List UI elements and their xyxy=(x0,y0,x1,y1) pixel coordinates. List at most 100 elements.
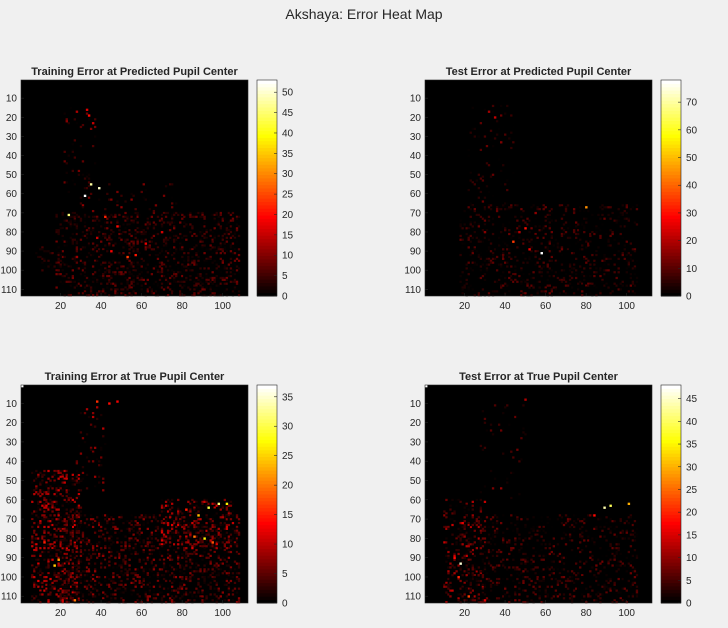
heat-cell xyxy=(77,525,81,529)
heat-cell xyxy=(114,282,117,285)
heat-cell xyxy=(85,473,89,476)
heat-cell xyxy=(164,566,168,569)
heat-cell xyxy=(106,282,109,285)
heat-cell xyxy=(229,545,233,548)
heat-cell xyxy=(102,473,105,476)
heat-cell xyxy=(166,498,170,502)
heat-cell xyxy=(112,221,115,224)
heat-cell xyxy=(83,537,87,540)
heat-cell xyxy=(475,250,478,253)
heat-cell xyxy=(467,273,470,276)
heat-cell xyxy=(473,183,476,186)
heat-cell xyxy=(98,248,101,251)
heat-cell xyxy=(61,473,64,476)
colorbar-swatch xyxy=(661,96,681,101)
heat-cell xyxy=(59,518,62,521)
heat-cell xyxy=(233,568,237,571)
heat-cell xyxy=(45,516,48,519)
heat-cell xyxy=(199,273,202,276)
heat-cell xyxy=(110,579,113,583)
heat-cell xyxy=(522,209,525,213)
heat-cell xyxy=(47,250,50,253)
heat-cell xyxy=(199,240,202,243)
heat-cell xyxy=(154,204,158,207)
heat-cell xyxy=(177,562,180,565)
heat-cell xyxy=(132,284,135,287)
heat-cell xyxy=(142,518,145,521)
heat-cell xyxy=(489,175,493,178)
heat-cell xyxy=(59,593,62,596)
heat-cell xyxy=(235,527,239,530)
heat-cell xyxy=(87,415,91,419)
heat-cell xyxy=(181,556,184,559)
heat-cell xyxy=(108,238,111,241)
heat-cell xyxy=(120,250,123,253)
heat-cell xyxy=(203,261,206,264)
heat-cell xyxy=(199,587,202,590)
heat-cell xyxy=(164,516,168,519)
heat-cell xyxy=(144,591,147,594)
heat-cell xyxy=(134,574,137,577)
heat-cell xyxy=(211,514,214,517)
heat-cell xyxy=(542,265,545,268)
heat-cell xyxy=(114,292,117,295)
heat-cell xyxy=(199,223,202,226)
heat-cell xyxy=(469,267,472,270)
heat-cell xyxy=(599,229,602,232)
heat-cell xyxy=(225,572,229,575)
heat-cell xyxy=(128,265,131,268)
heat-cell xyxy=(35,491,38,494)
heat-cell xyxy=(71,566,74,569)
heat-cell xyxy=(199,527,202,530)
heat-cell xyxy=(89,240,93,243)
heat-cell xyxy=(31,545,34,548)
heat-cell xyxy=(508,221,511,224)
heat-cell xyxy=(520,292,523,295)
heat-cell xyxy=(467,188,470,192)
heat-cell xyxy=(465,267,468,270)
heat-cell xyxy=(51,487,54,490)
heat-cell xyxy=(158,583,162,586)
heat-cell xyxy=(162,564,166,567)
heat-cell xyxy=(203,236,206,239)
heat-cell xyxy=(170,219,174,222)
heat-cell xyxy=(73,523,77,527)
heat-cell xyxy=(106,238,109,241)
heat-cell xyxy=(185,537,188,540)
heat-cell xyxy=(154,242,158,245)
heat-cell xyxy=(546,213,549,217)
heat-cell xyxy=(550,269,553,272)
heat-cell xyxy=(138,575,141,579)
heat-cell xyxy=(83,292,87,295)
heat-cell xyxy=(61,225,64,228)
heat-cell xyxy=(95,521,99,525)
heat-cell xyxy=(100,413,103,417)
heat-cell xyxy=(37,475,40,478)
heat-cell xyxy=(85,587,89,590)
heat-cell xyxy=(219,508,222,511)
heat-cell xyxy=(118,562,121,565)
colorbar-swatch xyxy=(661,201,681,206)
heat-cell xyxy=(112,294,115,297)
heat-cell xyxy=(235,566,239,569)
heat-cell xyxy=(71,215,74,218)
heat-cell xyxy=(179,294,182,297)
heat-cell xyxy=(69,274,72,278)
heat-cell xyxy=(168,229,172,232)
heat-cell xyxy=(71,572,74,575)
heat-cell xyxy=(471,288,474,291)
heat-cell xyxy=(49,523,52,527)
heat-cell xyxy=(209,562,212,565)
heat-cell xyxy=(144,267,147,270)
heat-cell xyxy=(53,471,56,475)
heat-cell xyxy=(116,541,119,544)
heat-cell xyxy=(512,280,515,283)
heat-cell xyxy=(61,568,64,571)
colorbar-swatch xyxy=(661,269,681,273)
heat-cell xyxy=(140,240,143,243)
heat-cell xyxy=(617,242,620,245)
heat-cell xyxy=(193,234,196,238)
heat-cell xyxy=(209,593,212,596)
heat-cell xyxy=(177,521,180,525)
